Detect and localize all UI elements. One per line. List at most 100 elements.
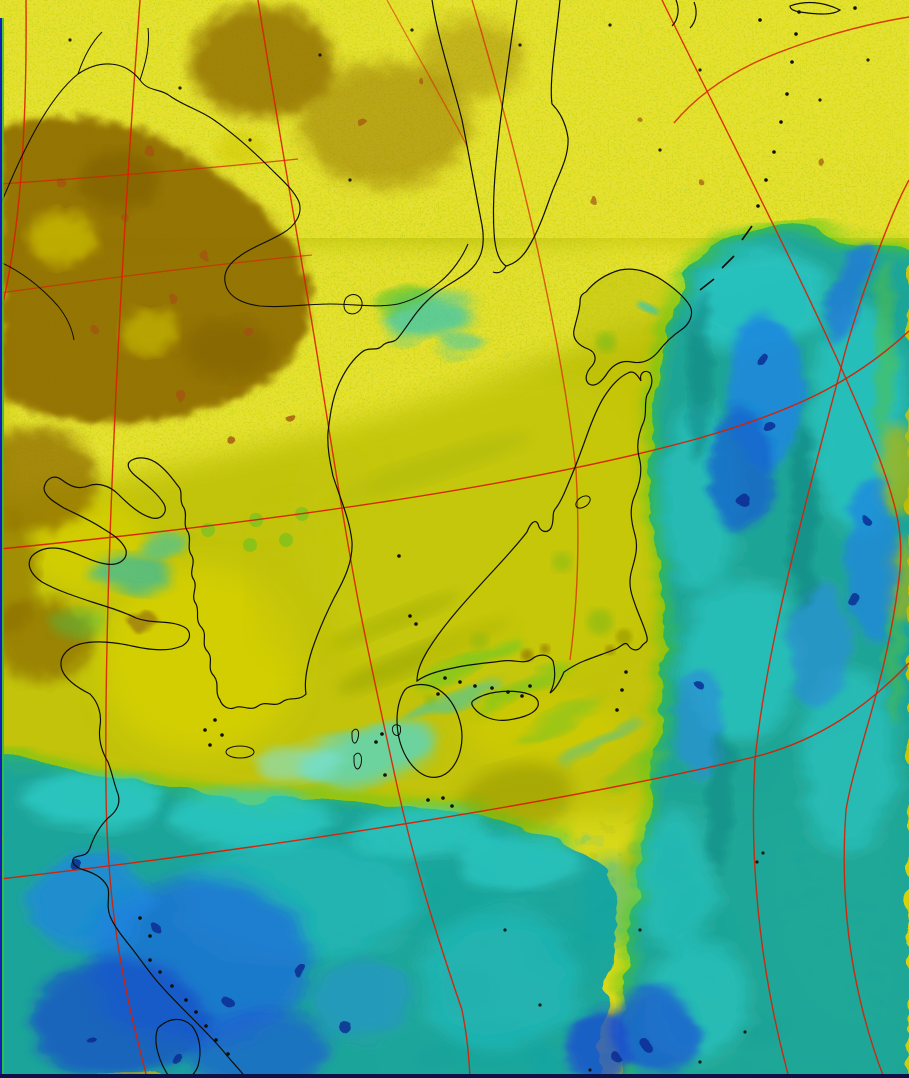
map-path <box>416 370 653 694</box>
map-shape <box>190 6 334 118</box>
map-dot <box>287 413 297 423</box>
map-shape <box>420 18 524 98</box>
map-shape <box>602 749 674 791</box>
map-path <box>155 1018 201 1078</box>
map-dot <box>790 60 794 64</box>
map-path <box>752 179 909 1078</box>
map-path <box>391 724 401 737</box>
map-shape <box>515 695 605 745</box>
map-dot <box>518 43 522 47</box>
map-dot <box>203 728 207 732</box>
map-dot <box>374 740 378 744</box>
map-path <box>471 0 579 661</box>
map-dot <box>426 798 430 802</box>
map-dot <box>698 1060 702 1064</box>
map-dot <box>318 53 322 57</box>
map-dot <box>208 743 212 747</box>
map-dot <box>204 1024 208 1028</box>
map-shape <box>596 332 616 352</box>
map-dot <box>383 773 387 777</box>
map-path <box>105 0 148 1078</box>
map-path <box>257 0 471 1078</box>
map-shape <box>460 832 580 892</box>
map-dot <box>167 295 177 305</box>
map-dot <box>248 138 252 142</box>
map-shape <box>185 320 275 380</box>
map-path <box>614 265 692 1078</box>
map-path <box>386 0 469 149</box>
map-path <box>343 294 363 315</box>
map-path <box>28 0 484 1078</box>
map-shape <box>712 408 772 532</box>
map-dot <box>743 1030 747 1034</box>
map-shape <box>568 1006 632 1078</box>
map-dot <box>818 98 822 102</box>
map-dot <box>243 538 257 552</box>
layer-coast <box>0 0 857 1078</box>
map-dot <box>636 116 644 124</box>
map-dot <box>624 670 628 674</box>
map-dot <box>794 32 798 36</box>
map-dot <box>620 688 624 692</box>
map-shape <box>20 774 160 826</box>
map-shape <box>710 728 734 872</box>
map-dot <box>245 327 255 337</box>
map-shape <box>310 960 410 1040</box>
layer-edges <box>0 18 909 1078</box>
map-dot <box>408 614 412 618</box>
map-dot <box>588 1068 592 1072</box>
map-dot <box>610 1053 620 1063</box>
map-dot <box>213 718 217 722</box>
map-shape <box>552 552 572 572</box>
map-shape <box>476 668 568 712</box>
map-shape <box>142 534 190 558</box>
map-dot <box>450 804 454 808</box>
map-dot <box>170 984 174 988</box>
map-dot <box>758 18 762 22</box>
map-path <box>0 63 469 308</box>
map-path <box>492 0 518 274</box>
map-path <box>661 0 902 1078</box>
map-path <box>671 0 842 29</box>
map-dot <box>772 150 776 154</box>
map-shape <box>28 212 96 264</box>
map-shape <box>260 740 344 784</box>
map-dot <box>785 92 789 96</box>
map-dot <box>397 554 401 558</box>
map-dot <box>861 515 871 525</box>
map-shape <box>30 850 150 950</box>
map-dot <box>85 1035 95 1045</box>
map-path <box>0 662 909 880</box>
map-dot <box>148 934 152 938</box>
map-dot <box>358 118 366 126</box>
map-dot <box>410 28 414 32</box>
map-shape <box>688 295 712 465</box>
map-dot <box>178 86 182 90</box>
map-shape <box>216 132 264 168</box>
map-dot <box>473 684 477 688</box>
map-path <box>471 690 539 721</box>
map-dot <box>520 694 524 698</box>
map-path <box>0 158 299 185</box>
map-path <box>699 225 753 291</box>
map-shape <box>250 500 330 660</box>
map-dot <box>761 851 765 855</box>
map-shape <box>329 592 461 648</box>
map-dot <box>755 860 759 864</box>
map-dot <box>740 495 750 505</box>
map-dot <box>645 1040 655 1050</box>
map-dot <box>506 690 510 694</box>
map-dot <box>57 177 67 187</box>
map-dot <box>818 158 826 166</box>
map-shape <box>100 565 300 755</box>
map-dot <box>615 708 619 712</box>
map-shape <box>301 724 439 786</box>
map-dot <box>214 1038 218 1042</box>
map-shape <box>0 1074 909 1078</box>
map-dot <box>436 692 440 696</box>
map-dot <box>443 676 447 680</box>
map-dot <box>779 120 783 124</box>
map-dot <box>380 732 384 736</box>
map-dot <box>201 251 211 261</box>
